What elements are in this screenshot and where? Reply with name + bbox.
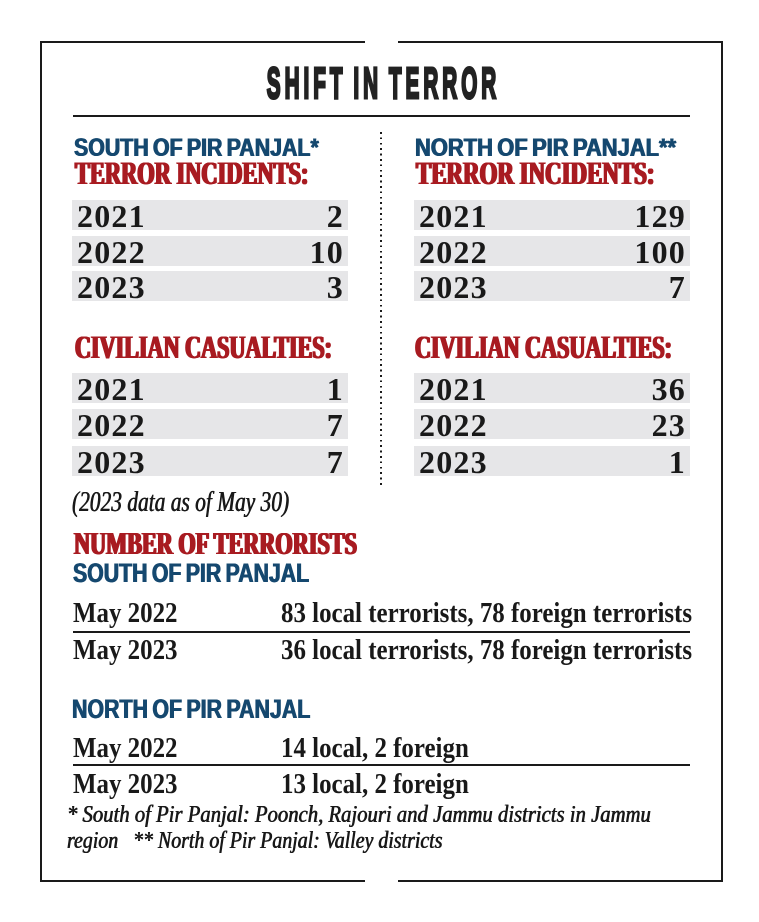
svg-text:SHIFT IN TERROR: SHIFT IN TERROR <box>267 60 500 109</box>
